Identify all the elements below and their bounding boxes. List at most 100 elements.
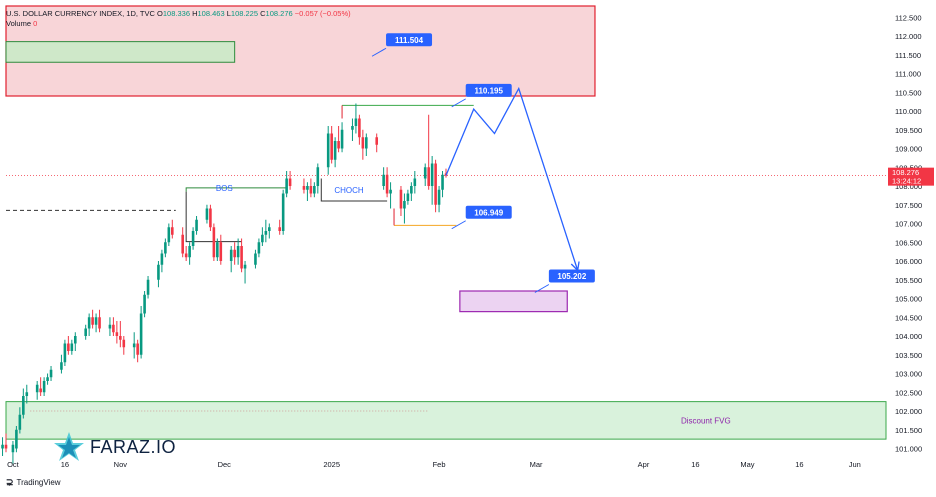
candle-body <box>285 178 288 194</box>
candle-body <box>278 227 282 231</box>
candle-body <box>365 137 368 149</box>
candle-body <box>22 396 25 415</box>
candle-body <box>399 189 403 209</box>
countdown-text: 13:24:12 <box>892 177 921 186</box>
bos-label: BOS <box>216 184 233 193</box>
candle-body <box>191 231 195 246</box>
candle-body <box>1 444 4 449</box>
y-tick-label: 112.500 <box>895 13 922 22</box>
candle-body <box>146 279 150 295</box>
discount-fvg-label: Discount FVG <box>681 416 731 425</box>
candle-body <box>181 234 184 254</box>
candle-body <box>164 242 167 254</box>
candle-body <box>302 186 306 190</box>
candle-body <box>406 193 410 201</box>
choch-line <box>320 178 388 202</box>
candle-body <box>313 186 316 194</box>
candle-body <box>268 227 271 231</box>
y-tick-label: 104.500 <box>895 313 922 322</box>
candle-body <box>184 253 188 258</box>
open-value: 108.336 <box>162 9 190 18</box>
candle-body <box>98 317 101 329</box>
candle-body <box>170 227 174 235</box>
x-tick-label: 16 <box>61 460 69 469</box>
y-tick-label: 106.000 <box>895 257 922 266</box>
tradingview-footer[interactable]: ⊋ TradingView <box>6 477 61 488</box>
y-tick-label: 108.000 <box>895 182 922 191</box>
discount-fvg-zone <box>5 401 887 440</box>
candle-body <box>441 174 444 190</box>
x-tick-label: 2025 <box>323 460 340 469</box>
open-label: O <box>157 9 163 18</box>
candle-body <box>84 328 87 336</box>
candle-body <box>216 242 219 258</box>
candle-body <box>112 324 115 333</box>
candle-body <box>143 294 146 314</box>
faraz-watermark: FARAZ.IO <box>52 430 176 464</box>
candle-body <box>73 336 77 344</box>
flag-pointer <box>371 47 387 57</box>
candle-body <box>11 444 15 453</box>
close-value: 108.276 <box>265 9 293 18</box>
candle-body <box>254 253 257 265</box>
y-tick-label: 106.500 <box>895 238 922 247</box>
candle-body <box>136 343 139 355</box>
x-tick-label: Apr <box>638 460 650 469</box>
candle-body <box>330 133 333 160</box>
bos-lower-bracket <box>185 191 242 243</box>
candle-body <box>403 201 406 209</box>
candle-body <box>333 141 337 160</box>
watermark-text: FARAZ.IO <box>90 436 177 457</box>
candle-body <box>281 193 285 231</box>
projection-path <box>445 86 579 271</box>
candle-body <box>15 429 18 449</box>
candle-body <box>413 178 417 186</box>
flag-pointer <box>451 220 466 230</box>
flag-pointer <box>451 98 466 108</box>
candle-body <box>382 174 385 186</box>
candle-body <box>188 246 191 258</box>
y-tick-label: 104.000 <box>895 332 922 341</box>
y-tick-label: 109.000 <box>895 145 922 154</box>
candle-body <box>288 178 292 186</box>
candle-body <box>434 163 437 205</box>
candle-body <box>4 444 8 449</box>
candle-body <box>205 208 209 220</box>
candle-body <box>212 227 216 258</box>
candle-body <box>229 249 233 261</box>
y-tick-label: 105.500 <box>895 276 922 285</box>
candle-body <box>122 339 126 348</box>
x-tick-label: 16 <box>795 460 803 469</box>
symbol-title: U.S. DOLLAR CURRENCY INDEX, 1D, TVC <box>6 9 155 18</box>
change-value: −0.057 (−0.05%) <box>294 9 351 18</box>
candle-body <box>49 369 53 378</box>
x-tick-label: Oct <box>7 460 20 469</box>
y-tick-label: 101.000 <box>895 445 922 454</box>
candle-body <box>309 186 313 194</box>
target-box <box>459 290 568 313</box>
candle-body <box>119 336 122 340</box>
candle-body <box>306 186 309 190</box>
candle-body <box>157 264 160 280</box>
candle-body <box>18 414 22 430</box>
candle-body <box>60 362 63 370</box>
candle-body <box>264 231 268 235</box>
current-price-box <box>888 167 934 186</box>
y-tick-label: 107.000 <box>895 220 922 229</box>
price-flag <box>465 83 512 97</box>
x-tick-label: Jun <box>849 460 861 469</box>
y-tick-label: 112.000 <box>895 32 922 41</box>
y-tick-label: 110.000 <box>895 107 922 116</box>
candle-body <box>91 317 94 325</box>
x-tick-label: Feb <box>433 460 446 469</box>
symbol-header: U.S. DOLLAR CURRENCY INDEX, 1D, TVC O108… <box>6 9 351 18</box>
candle-body <box>39 388 42 393</box>
candle-body <box>35 384 39 393</box>
price-flag-text: 110.195 <box>474 86 503 95</box>
candle-body <box>94 317 98 325</box>
candle-body <box>389 189 392 194</box>
y-tick-label: 110.500 <box>895 88 922 97</box>
candle-body <box>240 246 243 269</box>
x-tick-label: May <box>740 460 754 469</box>
